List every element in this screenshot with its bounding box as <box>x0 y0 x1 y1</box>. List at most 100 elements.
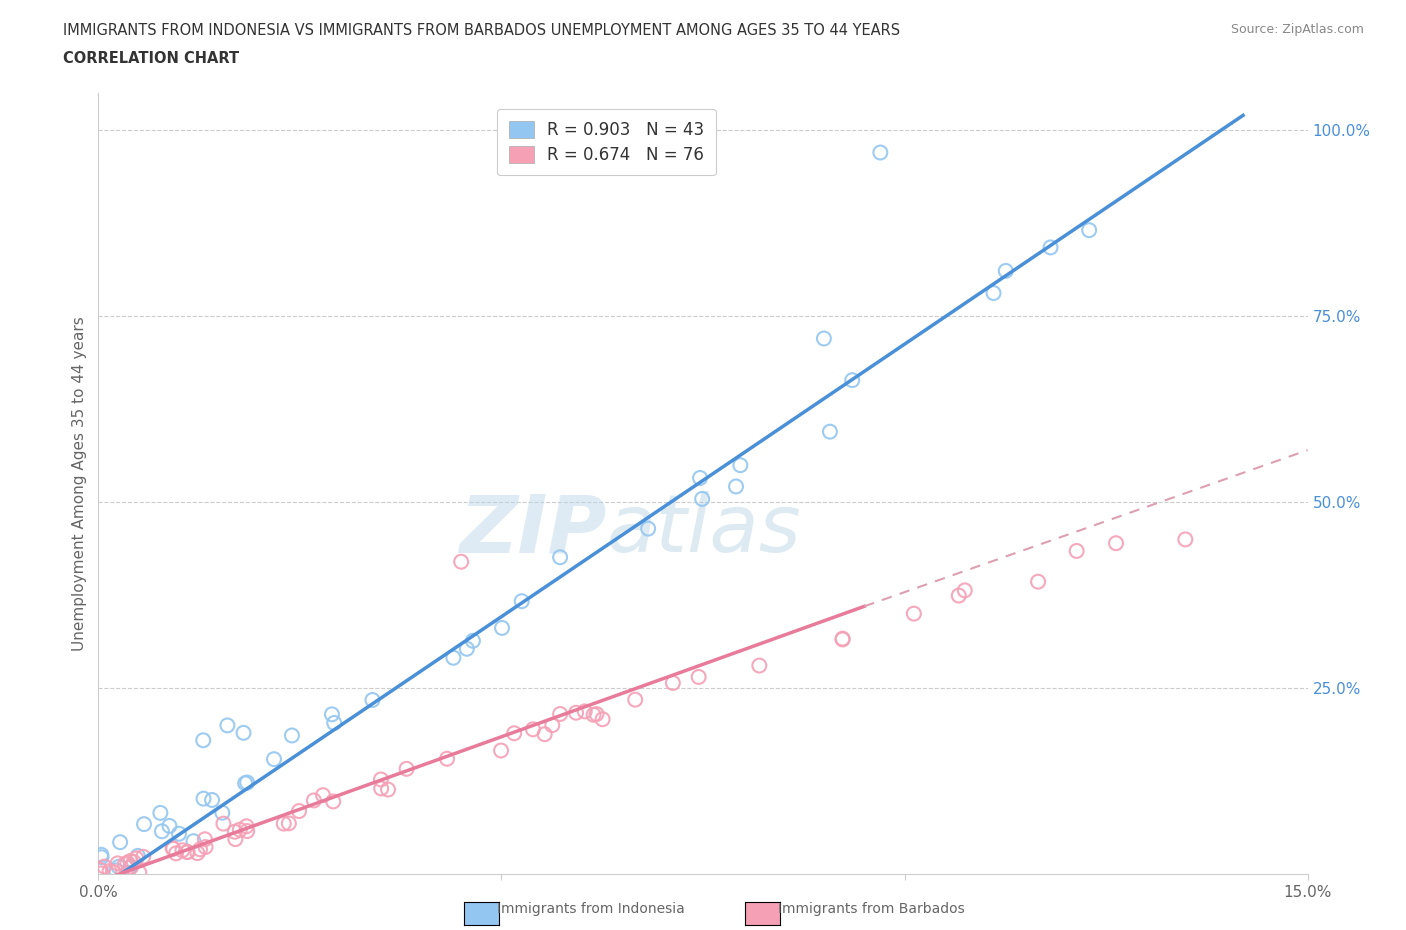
Point <box>120 854 142 869</box>
Text: atlas: atlas <box>606 491 801 569</box>
Point <box>748 658 770 673</box>
Point <box>93 859 115 874</box>
Point <box>90 866 112 881</box>
Point <box>994 263 1017 278</box>
Point <box>288 804 311 818</box>
Point <box>312 788 335 803</box>
Point <box>456 642 478 657</box>
Point <box>217 718 239 733</box>
Point <box>321 707 343 722</box>
Point <box>201 792 224 807</box>
Point <box>522 722 544 737</box>
Point <box>193 791 215 806</box>
Point <box>132 817 155 831</box>
Point <box>236 775 259 790</box>
Point <box>212 817 235 831</box>
Point <box>89 862 111 877</box>
Point <box>211 805 233 820</box>
Point <box>1078 222 1101 237</box>
Point <box>224 831 246 846</box>
Point <box>172 843 194 857</box>
Point <box>637 521 659 536</box>
Point <box>689 471 711 485</box>
Point <box>869 145 891 160</box>
Point <box>263 751 285 766</box>
Point <box>188 842 211 857</box>
Point <box>461 633 484 648</box>
Point <box>105 863 128 878</box>
Point <box>273 817 295 831</box>
Point <box>122 855 145 870</box>
Point <box>322 794 344 809</box>
Point <box>277 816 299 830</box>
Point <box>395 762 418 777</box>
Point <box>183 833 205 848</box>
Point <box>101 864 124 879</box>
Text: CORRELATION CHART: CORRELATION CHART <box>63 51 239 66</box>
Point <box>377 782 399 797</box>
Point <box>548 550 571 565</box>
Point <box>1105 536 1128 551</box>
Point <box>165 846 187 861</box>
Point <box>370 781 392 796</box>
Point <box>194 831 217 846</box>
Text: IMMIGRANTS FROM INDONESIA VS IMMIGRANTS FROM BARBADOS UNEMPLOYMENT AMONG AGES 35: IMMIGRANTS FROM INDONESIA VS IMMIGRANTS … <box>63 23 900 38</box>
Point <box>503 725 526 740</box>
Point <box>108 835 131 850</box>
Point <box>128 865 150 880</box>
Point <box>548 707 571 722</box>
Point <box>114 857 136 871</box>
Point <box>831 631 853 646</box>
Text: Immigrants from Indonesia: Immigrants from Indonesia <box>496 902 685 916</box>
Point <box>281 728 304 743</box>
Point <box>948 588 970 603</box>
Point <box>370 772 392 787</box>
Point <box>194 840 217 855</box>
Point <box>831 632 853 647</box>
Point <box>585 707 607 722</box>
Point <box>690 491 713 506</box>
Point <box>193 733 215 748</box>
Legend: R = 0.903   N = 43, R = 0.674   N = 76: R = 0.903 N = 43, R = 0.674 N = 76 <box>496 109 716 176</box>
Point <box>149 805 172 820</box>
Point <box>118 860 141 875</box>
Point <box>176 844 198 859</box>
Point <box>662 675 685 690</box>
Point <box>159 818 181 833</box>
Point <box>177 844 200 859</box>
Text: ZIP: ZIP <box>458 491 606 569</box>
Point <box>323 715 346 730</box>
Point <box>232 725 254 740</box>
Point <box>841 373 863 388</box>
Point <box>903 606 925 621</box>
Point <box>1039 240 1062 255</box>
Y-axis label: Unemployment Among Ages 35 to 44 years: Unemployment Among Ages 35 to 44 years <box>72 316 87 651</box>
Point <box>592 711 614 726</box>
Point <box>162 842 184 857</box>
Point <box>491 620 513 635</box>
Point <box>441 650 464 665</box>
Point <box>1174 532 1197 547</box>
Point <box>107 856 129 870</box>
Point <box>229 822 252 837</box>
Point <box>150 824 173 839</box>
Point <box>983 286 1005 300</box>
Point <box>117 856 139 870</box>
Point <box>541 718 564 733</box>
Point <box>724 479 747 494</box>
Point <box>624 692 647 707</box>
Point <box>127 848 149 863</box>
Point <box>117 865 139 880</box>
Point <box>813 331 835 346</box>
Point <box>510 593 533 608</box>
Text: Source: ZipAtlas.com: Source: ZipAtlas.com <box>1230 23 1364 36</box>
Point <box>436 751 458 766</box>
Point <box>224 824 246 839</box>
Point <box>582 708 605 723</box>
Text: Immigrants from Barbados: Immigrants from Barbados <box>779 902 965 916</box>
Point <box>302 793 325 808</box>
Point <box>120 859 142 874</box>
Point <box>450 554 472 569</box>
Point <box>1066 543 1088 558</box>
Point <box>574 704 596 719</box>
